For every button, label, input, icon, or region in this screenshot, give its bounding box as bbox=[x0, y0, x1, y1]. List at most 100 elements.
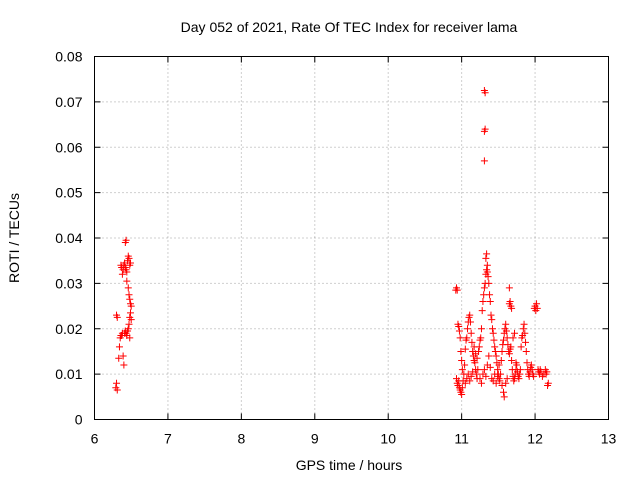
data-point bbox=[499, 336, 507, 344]
data-point bbox=[461, 345, 469, 353]
data-point bbox=[126, 259, 134, 267]
data-point bbox=[458, 366, 466, 374]
data-point bbox=[480, 366, 488, 374]
data-point bbox=[115, 354, 123, 362]
data-point bbox=[461, 379, 469, 387]
data-point bbox=[455, 322, 463, 330]
y-tick-label: 0 bbox=[75, 412, 83, 428]
data-point bbox=[487, 311, 495, 319]
data-point bbox=[512, 359, 520, 367]
data-point bbox=[515, 375, 523, 383]
data-point bbox=[491, 347, 499, 355]
data-point bbox=[491, 343, 499, 351]
data-point bbox=[127, 316, 135, 324]
data-point bbox=[481, 125, 489, 133]
data-point bbox=[458, 384, 466, 392]
chart-title: Day 052 of 2021, Rate Of TEC Index for r… bbox=[181, 19, 518, 35]
data-point bbox=[118, 270, 126, 278]
data-point bbox=[471, 359, 479, 367]
data-point bbox=[477, 379, 485, 387]
data-point bbox=[485, 352, 493, 360]
data-point bbox=[480, 284, 488, 292]
data-point bbox=[488, 316, 496, 324]
data-point bbox=[477, 325, 485, 333]
y-axis-label: ROTI / TECUs bbox=[6, 193, 22, 283]
data-point bbox=[119, 352, 127, 360]
data-point bbox=[502, 379, 510, 387]
data-point bbox=[495, 361, 503, 369]
data-point bbox=[473, 354, 481, 362]
y-tick-label: 0.01 bbox=[55, 366, 82, 382]
plot-frame bbox=[94, 56, 609, 420]
data-point bbox=[118, 263, 126, 271]
data-point bbox=[527, 361, 535, 369]
data-point bbox=[517, 343, 525, 351]
data-point bbox=[467, 372, 475, 380]
data-point bbox=[509, 334, 517, 342]
data-point bbox=[492, 379, 500, 387]
data-point bbox=[503, 375, 511, 383]
y-tick-label: 0.03 bbox=[55, 275, 82, 291]
data-point bbox=[469, 368, 477, 376]
data-point bbox=[496, 377, 504, 385]
data-point bbox=[466, 377, 474, 385]
data-point bbox=[453, 286, 461, 294]
data-point bbox=[456, 334, 464, 342]
x-tick-label: 9 bbox=[311, 431, 319, 447]
data-point bbox=[124, 325, 132, 333]
data-point bbox=[486, 363, 494, 371]
data-point bbox=[530, 372, 538, 380]
data-point bbox=[477, 334, 485, 342]
data-point bbox=[472, 370, 480, 378]
data-point bbox=[505, 350, 513, 358]
data-point bbox=[470, 343, 478, 351]
data-point bbox=[502, 327, 510, 335]
data-point bbox=[474, 366, 482, 374]
data-point bbox=[479, 298, 487, 306]
data-point bbox=[125, 254, 133, 262]
data-point bbox=[483, 268, 491, 276]
data-point bbox=[508, 357, 516, 365]
data-point bbox=[486, 298, 494, 306]
data-point bbox=[468, 338, 476, 346]
data-point bbox=[508, 304, 516, 312]
data-point bbox=[521, 329, 529, 337]
x-tick-label: 12 bbox=[527, 431, 543, 447]
data-point bbox=[113, 386, 121, 394]
data-point bbox=[507, 343, 515, 351]
y-tick-label: 0.04 bbox=[55, 230, 82, 246]
data-point bbox=[498, 381, 506, 389]
y-tick-label: 0.02 bbox=[55, 321, 82, 337]
data-point bbox=[492, 352, 500, 360]
data-point bbox=[483, 261, 491, 269]
x-tick-label: 6 bbox=[91, 431, 99, 447]
x-axis-label: GPS time / hours bbox=[296, 457, 403, 473]
data-point bbox=[523, 359, 531, 367]
data-point bbox=[115, 343, 123, 351]
data-point bbox=[120, 361, 128, 369]
data-point bbox=[476, 375, 484, 383]
data-point bbox=[464, 325, 472, 333]
data-point bbox=[544, 379, 552, 387]
x-tick-labels: 6 7 8 9 10 11 12 13 bbox=[91, 431, 617, 447]
x-tick-label: 8 bbox=[237, 431, 245, 447]
x-tick-label: 10 bbox=[380, 431, 396, 447]
data-point bbox=[499, 388, 507, 396]
data-point bbox=[520, 320, 528, 328]
data-point bbox=[486, 291, 494, 299]
data-point bbox=[480, 157, 488, 165]
data-point bbox=[472, 350, 480, 358]
y-tick-label: 0.06 bbox=[55, 139, 82, 155]
x-tick-label: 7 bbox=[164, 431, 172, 447]
data-point bbox=[482, 254, 490, 262]
data-point bbox=[490, 336, 498, 344]
data-point bbox=[480, 291, 488, 299]
y-tick-label: 0.05 bbox=[55, 185, 82, 201]
data-point bbox=[516, 366, 524, 374]
data-point bbox=[522, 347, 530, 355]
data-point bbox=[522, 338, 530, 346]
data-point bbox=[455, 327, 463, 335]
y-tick-label: 0.07 bbox=[55, 94, 82, 110]
data-point bbox=[528, 366, 536, 374]
